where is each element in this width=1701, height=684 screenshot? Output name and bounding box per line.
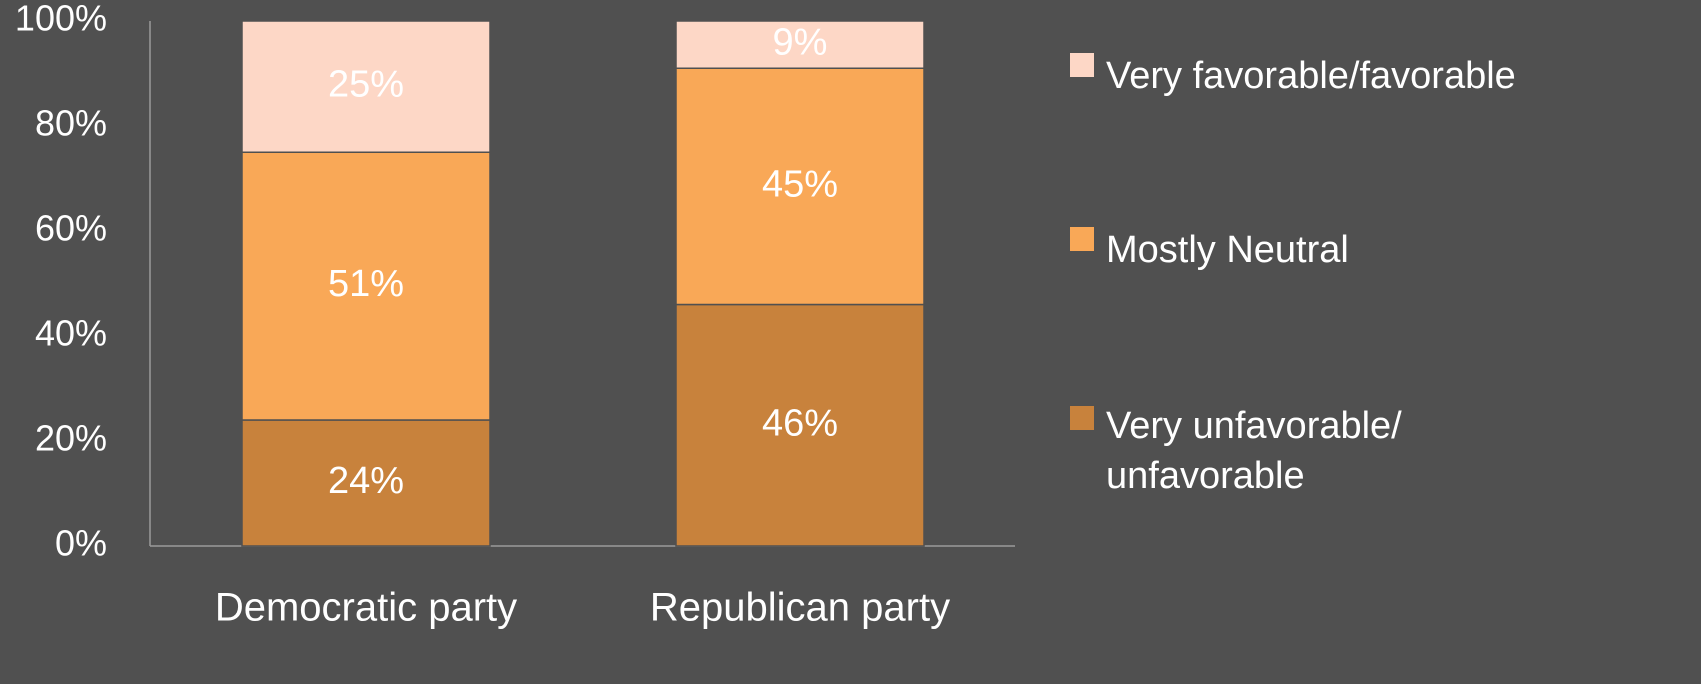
y-tick-label: 20% [35,418,107,459]
data-labels: 24% 51% 25% 46% 45% 9% [328,22,838,502]
bar-segment [241,151,491,421]
data-label: 45% [762,163,838,205]
legend-swatch [1070,227,1094,251]
legend-label: unfavorable [1106,455,1305,497]
legend: Very unfavorable/unfavorable Mostly Neutr… [1070,53,1516,497]
y-tick-label: 40% [35,313,107,354]
data-label: 25% [328,64,404,106]
y-tick-label: 60% [35,208,107,249]
bar-segment [241,20,491,153]
legend-swatch [1070,53,1094,77]
legend-label: Very unfavorable/ [1106,405,1402,447]
y-tick-label: 80% [35,103,107,144]
bar-segment [241,419,491,547]
bar-segment [675,303,925,547]
bar-segment [675,67,925,306]
axes: 0% 20% 40% 60% 80% 100% Democratic party Republ… [15,0,1015,630]
bar-segment [675,20,925,69]
data-label: 46% [762,402,838,444]
data-label: 24% [328,460,404,502]
y-tick-label: 100% [15,0,107,39]
y-tick-label: 0% [55,523,107,564]
x-category-label: Republican party [650,586,950,630]
bars [241,20,925,547]
legend-label: Mostly Neutral [1106,229,1349,271]
data-label: 51% [328,263,404,305]
x-category-label: Democratic party [215,586,517,630]
legend-label: Very favorable/favorable [1106,55,1516,97]
data-label: 9% [773,22,828,64]
legend-swatch [1070,406,1094,430]
